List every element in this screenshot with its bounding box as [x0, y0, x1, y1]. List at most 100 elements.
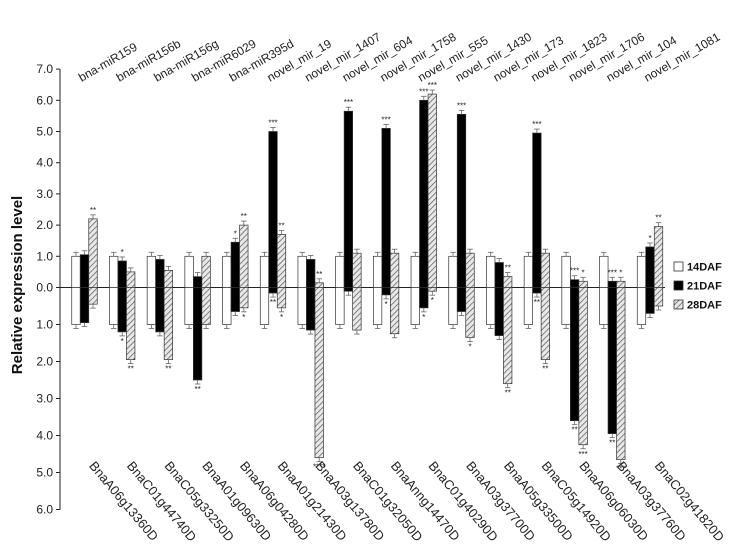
y-tick-label: 6.0 [36, 503, 53, 517]
mirna-bar [184, 255, 194, 288]
mirna-bar [109, 255, 119, 288]
significance-mark: * [422, 313, 425, 322]
significance-mark: ** [571, 426, 577, 435]
gene-bar [297, 287, 307, 325]
gene-bar [373, 287, 383, 325]
mirna-bar [314, 282, 324, 288]
mirna-bar [79, 254, 90, 288]
chart-legend: 14DAF 21DAF 28DAF [673, 262, 722, 312]
significance-mark: *** [419, 87, 428, 96]
gene-bar [636, 287, 647, 325]
significance-mark: ** [316, 270, 322, 279]
significance-mark: * [619, 268, 622, 277]
y-tick-label: 3.0 [36, 392, 53, 406]
gene-bar [653, 287, 664, 307]
gene-bar [486, 287, 496, 325]
significance-mark: ** [278, 221, 284, 230]
gene-bar [561, 287, 571, 325]
significance-mark: * [468, 342, 471, 351]
significance-mark: *** [570, 267, 579, 276]
significance-mark: * [582, 268, 585, 277]
gene-bar [222, 287, 232, 325]
gene-bar [419, 287, 429, 309]
mirna-bar [456, 113, 467, 288]
mirna-bar [335, 255, 345, 288]
gene-bar [79, 287, 90, 324]
mirna-bar [569, 279, 580, 288]
y-tick-label: 1.0 [36, 249, 53, 263]
gene-bar [503, 287, 513, 385]
mirna-bar [653, 226, 664, 288]
mirna-bar [578, 280, 588, 288]
gene-bar [109, 287, 119, 325]
mirna-bar [222, 255, 232, 288]
gene-bar [259, 287, 270, 325]
significance-mark: ** [542, 365, 548, 374]
mirna-bar [297, 255, 307, 288]
mirna-bar [503, 276, 513, 288]
mirna-bar [259, 255, 270, 288]
mirna-bar [523, 255, 534, 288]
mirna-bar [163, 269, 173, 288]
gene-label: BnaA01g09630D [199, 458, 274, 544]
y-tick-label: 1.0 [36, 318, 53, 332]
gene-bar [117, 287, 127, 333]
gene-bar [448, 287, 458, 325]
mirna-bar [343, 110, 353, 288]
gene-bar [163, 287, 173, 361]
mirna-bar [126, 271, 136, 288]
significance-mark: *** [457, 101, 466, 110]
y-tick-label: 0.0 [36, 281, 53, 295]
significance-mark: ** [270, 298, 276, 307]
mirna-bar [146, 255, 156, 288]
gene-bar [427, 287, 437, 292]
gene-bar [540, 287, 551, 361]
gene-bar [390, 287, 400, 335]
gene-bar [155, 287, 165, 333]
significance-mark: * [121, 248, 124, 257]
gene-label: BnaAnng14470D [388, 458, 463, 544]
gene-bar [314, 287, 324, 459]
significance-mark: * [385, 300, 388, 309]
significance-mark: ** [655, 214, 661, 223]
mirna-bar [276, 234, 287, 288]
significance-mark: * [234, 229, 237, 238]
gene-label: BnaA03g37760D [614, 458, 689, 544]
gene-bar [616, 287, 626, 460]
significance-mark: * [648, 234, 651, 243]
mirna-bar [616, 280, 626, 288]
gene-label: BnaC02g41820D [652, 458, 728, 544]
mirna-bar [352, 252, 362, 288]
gene-bar [88, 287, 98, 305]
y-axis-label: Relative expression level [9, 196, 26, 374]
significance-mark: ** [505, 389, 511, 398]
mirna-bar [486, 255, 496, 288]
significance-mark: *** [381, 115, 390, 124]
gene-label: BnaC01g32050D [350, 458, 426, 544]
gene-bar [343, 287, 353, 292]
gene-bar [239, 287, 249, 309]
mirna-bar [239, 224, 249, 288]
significance-mark: ** [505, 264, 511, 273]
mirna-bar [448, 255, 458, 288]
legend-label: 21DAF [687, 281, 722, 293]
y-tick-label: 2.0 [36, 355, 53, 369]
y-tick-label: 5.0 [36, 466, 53, 480]
gene-bar [71, 287, 81, 325]
gene-bar [645, 287, 655, 314]
gene-label: BnaC05g33250D [162, 458, 238, 544]
mirna-bar [71, 255, 81, 288]
mirna-bar [88, 218, 98, 288]
significance-mark: *** [578, 450, 587, 459]
significance-mark: * [242, 313, 245, 322]
legend-label: 28DAF [687, 300, 722, 312]
gene-label: BnaA03g13780D [312, 458, 387, 544]
gene-bar [126, 287, 136, 361]
gene-bar [335, 287, 345, 325]
mirna-bar [540, 252, 551, 288]
mirna-bar [645, 246, 655, 288]
gene-bar [523, 287, 534, 325]
gene-bar [184, 287, 194, 325]
gene-bar [569, 287, 580, 422]
mirna-bar [373, 255, 383, 288]
